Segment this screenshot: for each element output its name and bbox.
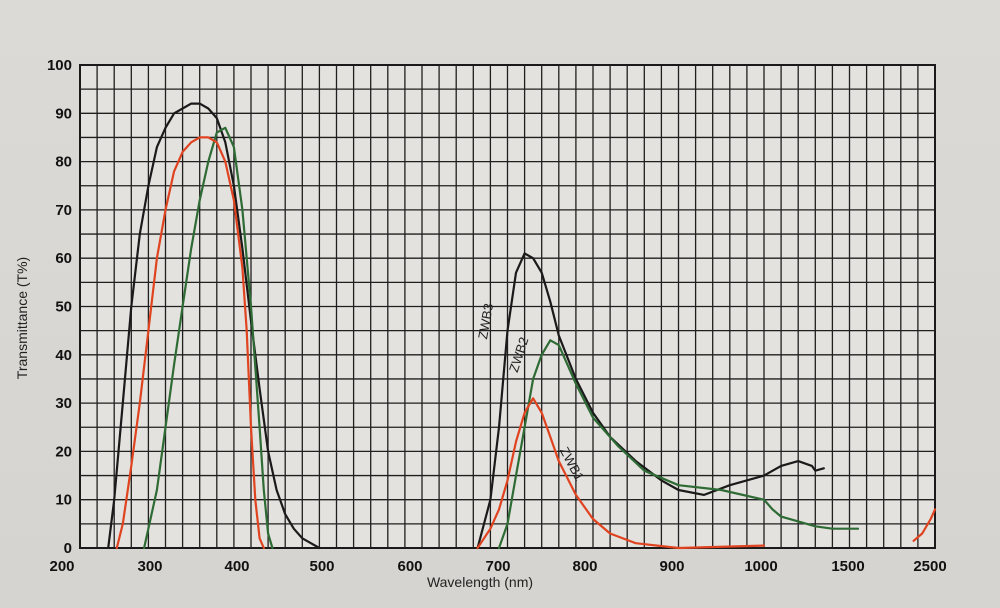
y-tick-label: 0 xyxy=(64,540,72,557)
y-tick-label: 90 xyxy=(55,105,72,122)
x-tick-label: 800 xyxy=(572,558,597,575)
y-tick-label: 70 xyxy=(55,202,72,219)
x-tick-label: 700 xyxy=(485,558,510,575)
y-tick-label: 50 xyxy=(55,299,72,316)
annotation-zwb3: ZWB3 xyxy=(475,302,496,340)
y-tick-label: 10 xyxy=(55,492,72,509)
x-tick-label: 400 xyxy=(224,558,249,575)
y-axis-label: Transmittance (T%) xyxy=(14,257,30,379)
series-line-zwb1 xyxy=(115,136,265,550)
y-tick-label: 100 xyxy=(47,57,72,74)
x-axis-label: Wavelength (nm) xyxy=(427,574,533,590)
x-tick-label: 200 xyxy=(49,558,74,575)
x-tick-label: 1500 xyxy=(831,558,864,575)
x-tick-label: 600 xyxy=(397,558,422,575)
series-line-zwb2 xyxy=(497,339,860,550)
y-tick-label: 20 xyxy=(55,443,72,460)
y-tick-label: 80 xyxy=(55,154,72,171)
series-line-zwb1 xyxy=(476,397,766,550)
x-tick-label: 1000 xyxy=(744,558,777,575)
series-line-zwb2 xyxy=(143,126,274,550)
series-line-zwb3 xyxy=(107,102,321,550)
y-tick-label: 60 xyxy=(55,250,72,267)
tick-labels: 200 300 400 500 600 700 800 900 1000 1500 2500 0 10 2… xyxy=(47,57,947,575)
series-group xyxy=(107,102,937,550)
x-tick-label: 500 xyxy=(309,558,334,575)
y-tick-label: 30 xyxy=(55,395,72,412)
x-tick-label: 300 xyxy=(137,558,162,575)
x-tick-label: 900 xyxy=(659,558,684,575)
series-line-zwb3 xyxy=(476,252,825,550)
x-tick-label: 2500 xyxy=(913,558,946,575)
series-line-zwb1 xyxy=(912,508,937,542)
y-tick-label: 40 xyxy=(55,347,72,364)
